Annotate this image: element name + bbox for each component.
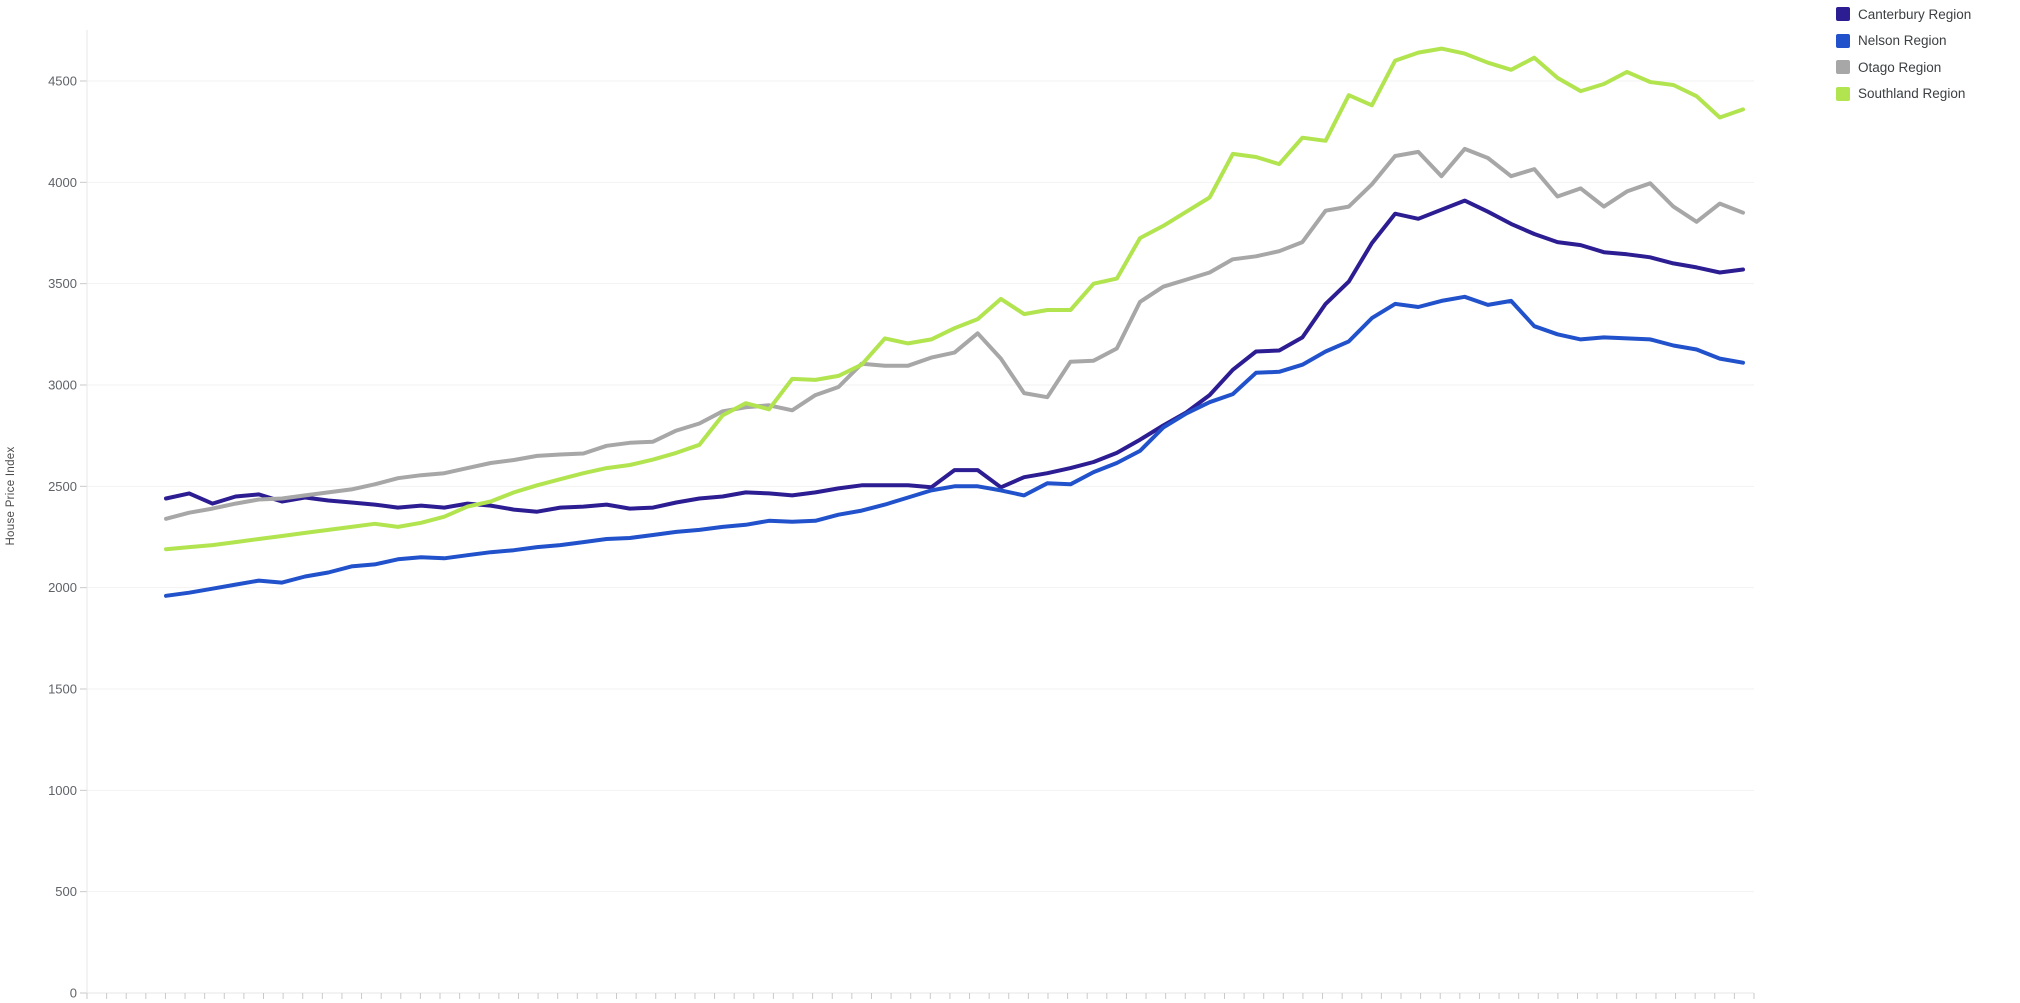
legend-item-nelson-region[interactable]: Nelson Region xyxy=(1836,31,1971,51)
y-tick-label: 0 xyxy=(70,986,77,1001)
legend-item-canterbury-region[interactable]: Canterbury Region xyxy=(1836,4,1971,24)
series-line-otago-region xyxy=(164,146,1745,521)
y-tick-label: 2500 xyxy=(48,479,77,494)
y-tick-label: 1500 xyxy=(48,681,77,696)
y-tick-label: 2000 xyxy=(48,580,77,595)
legend-swatch xyxy=(1836,7,1850,21)
y-tick-label: 4500 xyxy=(48,73,77,88)
legend-item-otago-region[interactable]: Otago Region xyxy=(1836,57,1971,77)
legend-swatch xyxy=(1836,60,1850,74)
legend-label: Southland Region xyxy=(1858,86,1966,101)
legend-swatch xyxy=(1836,33,1850,48)
series-line-nelson-region xyxy=(164,294,1745,598)
legend-label: Otago Region xyxy=(1858,59,1942,75)
y-tick-label: 1000 xyxy=(48,783,77,798)
y-tick-label: 3000 xyxy=(48,377,77,392)
series-line-southland-region xyxy=(164,46,1745,552)
legend-item-southland-region[interactable]: Southland Region xyxy=(1836,84,1971,104)
y-tick-label: 3500 xyxy=(48,276,77,291)
y-tick-label: 4000 xyxy=(48,175,77,190)
legend: Canterbury Region Nelson Region Otago Regi… xyxy=(1836,4,1971,110)
series-line-canterbury-region xyxy=(164,198,1745,514)
legend-label: Nelson Region xyxy=(1858,33,1947,48)
y-tick-label: 500 xyxy=(55,884,77,899)
legend-swatch xyxy=(1836,86,1850,101)
legend-label: Canterbury Region xyxy=(1858,6,1972,22)
